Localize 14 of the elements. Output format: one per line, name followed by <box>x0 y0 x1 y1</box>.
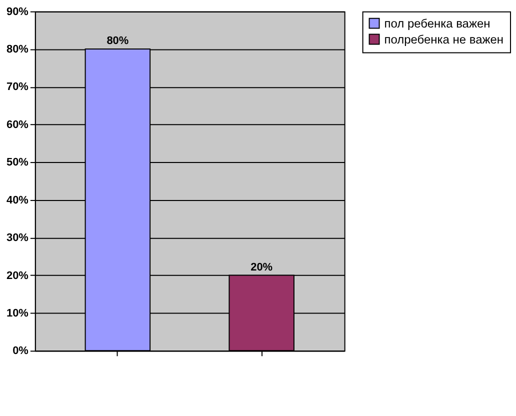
y-tick-label: 0% <box>12 345 29 358</box>
y-tick-label: 80% <box>6 44 29 56</box>
y-tick-label: 60% <box>6 118 29 131</box>
legend-label: пол ребенка важен <box>384 16 490 30</box>
y-tick-label: 30% <box>6 232 29 244</box>
y-tick-label: 10% <box>6 307 29 320</box>
y-tick-label: 70% <box>6 81 29 94</box>
y-tick-label: 50% <box>6 156 29 169</box>
data-label: 80% <box>106 35 129 48</box>
y-tick-label: 20% <box>6 270 29 282</box>
y-tick-label: 90% <box>6 6 29 18</box>
y-tick-label: 40% <box>6 194 29 206</box>
data-label: 20% <box>250 261 273 274</box>
legend-label: полребенка не важен <box>384 32 504 46</box>
